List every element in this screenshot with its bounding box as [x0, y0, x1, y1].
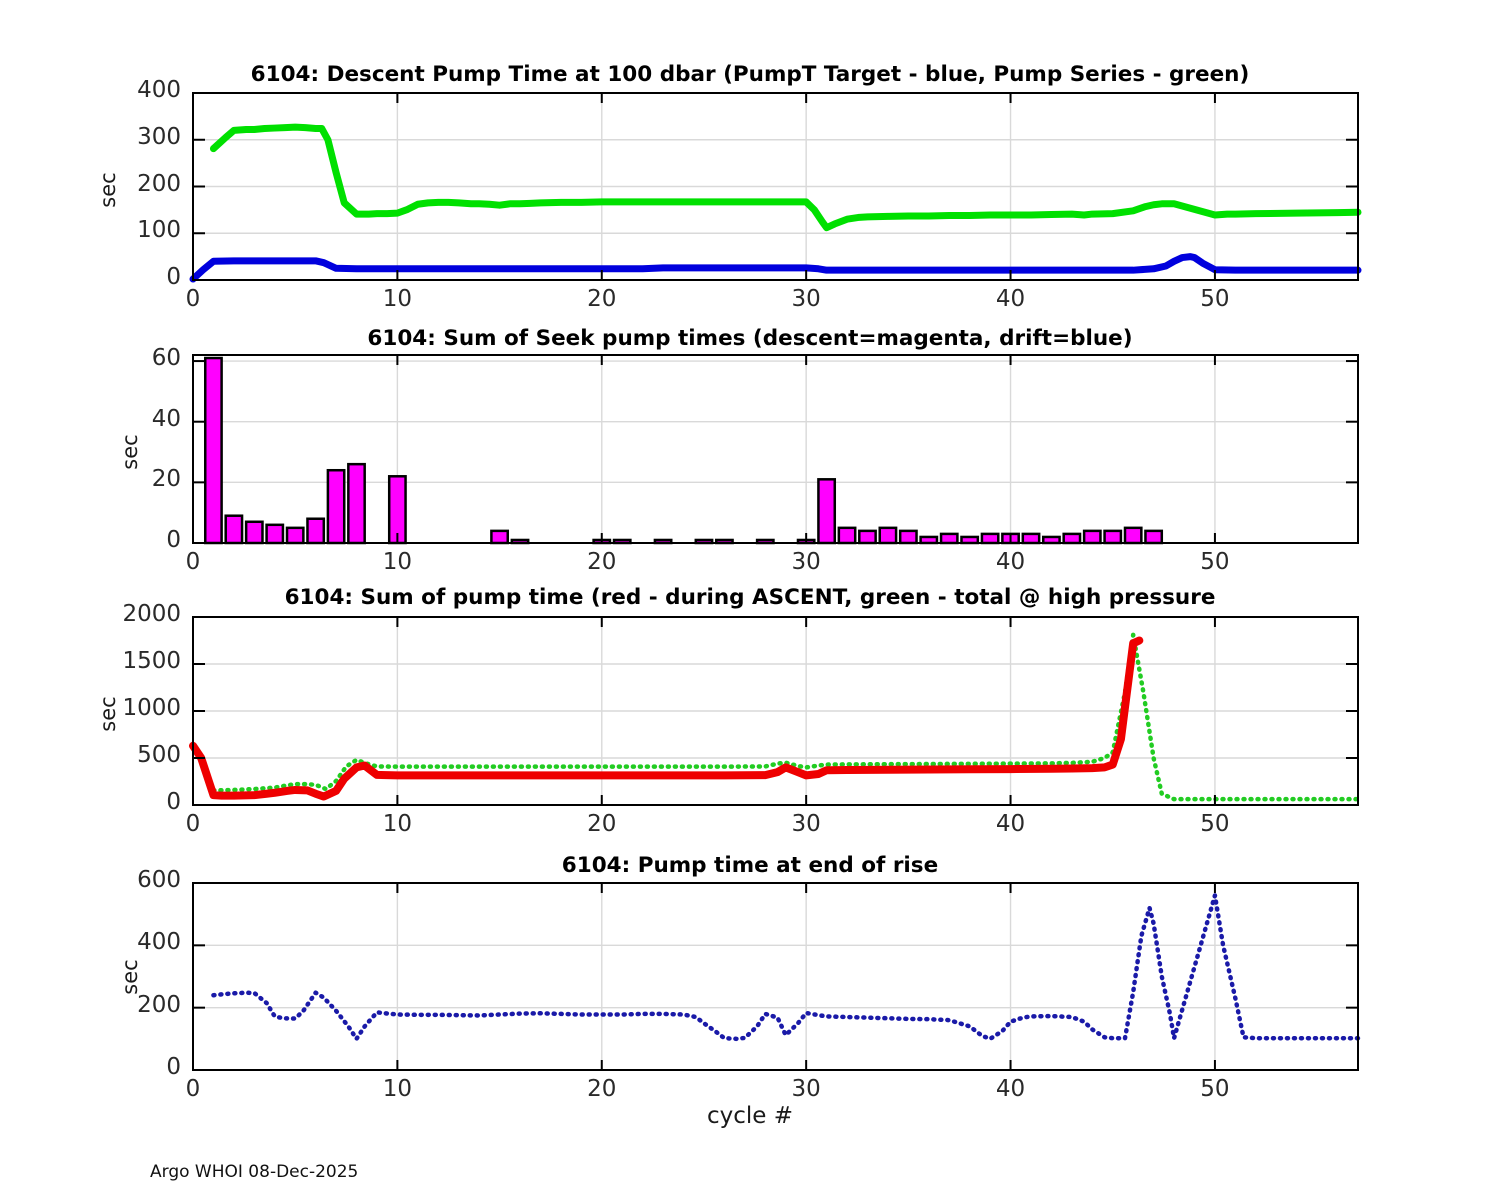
x-tick-label: 20	[587, 549, 617, 575]
series-ascent-red	[189, 636, 1144, 801]
bar	[898, 529, 918, 545]
bar	[837, 526, 857, 545]
panel1-title: 6104: Descent Pump Time at 100 dbar (Pum…	[250, 62, 1250, 87]
x-tick-label: 0	[185, 1076, 201, 1102]
y-tick-label: 60	[151, 345, 181, 372]
series-pumpt-target-blue	[189, 253, 1362, 283]
y-tick-label: 0	[166, 527, 181, 553]
panel-sum-pump-time: 6104: Sum of pump time (red - during ASC…	[0, 572, 1500, 837]
x-tick-label: 50	[1200, 286, 1230, 312]
x-tick-label: 10	[382, 1076, 413, 1102]
bar	[939, 532, 959, 545]
bar	[224, 514, 244, 545]
panel-descent-pump-time: 6104: Descent Pump Time at 100 dbar (Pum…	[0, 0, 1500, 312]
bar	[244, 520, 264, 545]
x-tick-label: 0	[185, 811, 201, 837]
x-tick-label: 30	[791, 1076, 821, 1102]
x-tick-label: 0	[185, 549, 201, 575]
series-total-high-pressure-green	[211, 632, 1361, 802]
bar	[1082, 529, 1102, 545]
x-tick-label: 20	[587, 286, 617, 312]
series-pump-time-end-of-rise	[211, 893, 1361, 1042]
bar	[1123, 526, 1143, 545]
figure-xlabel: cycle #	[706, 1103, 794, 1129]
y-tick-label: 40	[151, 405, 181, 432]
x-tick-label: 50	[1200, 811, 1230, 837]
y-tick-label: 100	[137, 217, 181, 244]
panel1-plot	[189, 92, 1362, 283]
y-tick-label: 600	[137, 867, 181, 893]
y-tick-label: 400	[137, 77, 181, 103]
panel-pump-time-end-of-rise: 6104: Pump time at end of rise sec 0 200 4…	[0, 835, 1500, 1110]
bar	[1144, 529, 1164, 545]
bar	[265, 523, 285, 545]
y-tick-label: 0	[166, 264, 181, 290]
bar	[1103, 529, 1123, 545]
bar	[878, 526, 898, 545]
y-tick-label: 2000	[122, 601, 181, 627]
y-tick-label: 0	[166, 789, 181, 815]
x-tick-label: 40	[995, 811, 1026, 837]
bar	[347, 462, 366, 545]
x-tick-label: 30	[791, 549, 821, 575]
bar	[285, 526, 305, 545]
y-tick-label: 1500	[122, 648, 181, 674]
panel2-plot	[192, 354, 1359, 545]
bar	[326, 468, 346, 545]
panel-seek-pump-times: 6104: Sum of Seek pump times (descent=ma…	[0, 310, 1500, 575]
x-tick-label: 40	[995, 1076, 1026, 1102]
bar	[980, 532, 1000, 545]
panel4-title: 6104: Pump time at end of rise	[561, 853, 939, 878]
y-tick-label: 1000	[122, 695, 181, 721]
x-tick-label: 50	[1200, 1076, 1230, 1102]
x-tick-label: 10	[382, 811, 413, 837]
x-tick-label: 10	[382, 549, 413, 575]
bar	[387, 475, 407, 545]
x-tick-label: 50	[1200, 549, 1230, 575]
x-tick-label: 20	[587, 811, 617, 837]
bar	[858, 529, 877, 545]
x-tick-label: 30	[791, 811, 821, 837]
series-pump-series-green	[209, 123, 1362, 232]
y-tick-label: 400	[137, 929, 181, 956]
panel3-title: 6104: Sum of pump time (red - during ASC…	[284, 585, 1216, 610]
x-tick-label: 40	[995, 286, 1026, 312]
y-tick-label: 200	[137, 170, 181, 197]
y-tick-label: 300	[137, 123, 181, 150]
y-tick-label: 0	[166, 1054, 181, 1080]
bar	[1062, 532, 1082, 545]
bar	[490, 529, 509, 545]
bar	[817, 478, 837, 545]
bar	[204, 356, 223, 545]
y-tick-label: 500	[137, 742, 181, 768]
x-tick-label: 20	[587, 1076, 617, 1102]
x-tick-label: 30	[791, 286, 821, 312]
panel2-title: 6104: Sum of Seek pump times (descent=ma…	[367, 326, 1133, 351]
bar	[1021, 532, 1041, 545]
panel3-plot	[189, 616, 1361, 806]
panel4-plot	[192, 882, 1361, 1071]
y-tick-label: 200	[137, 991, 181, 1018]
figure-footer: Argo WHOI 08-Dec-2025	[150, 1162, 359, 1182]
x-tick-label: 10	[382, 286, 413, 312]
x-tick-label: 0	[185, 286, 201, 312]
bar	[306, 517, 326, 545]
y-tick-label: 20	[151, 466, 181, 493]
x-tick-label: 40	[995, 549, 1026, 575]
